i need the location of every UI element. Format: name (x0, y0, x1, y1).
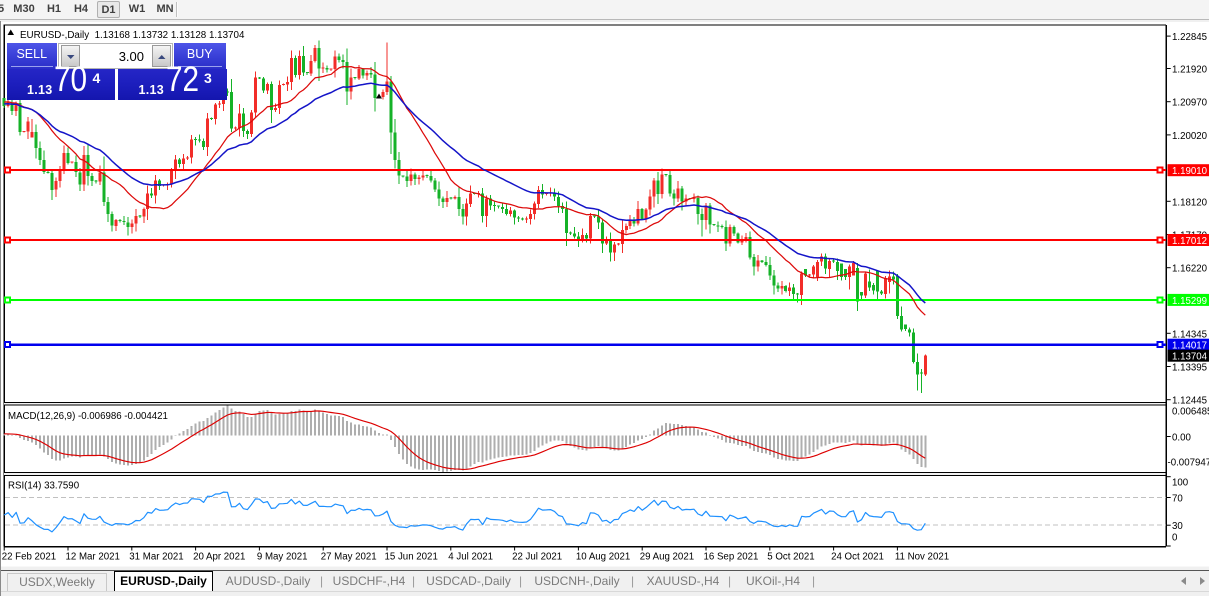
svg-text:1.19010: 1.19010 (1172, 166, 1208, 177)
svg-text:0.00: 0.00 (1172, 433, 1191, 444)
svg-text:9 May 2021: 9 May 2021 (257, 552, 308, 563)
svg-text:1.16220: 1.16220 (1172, 264, 1208, 275)
svg-text:30: 30 (1172, 521, 1183, 532)
svg-text:31 Mar 2021: 31 Mar 2021 (129, 552, 183, 563)
svg-text:1.13395: 1.13395 (1172, 363, 1207, 374)
svg-text:29 Aug 2021: 29 Aug 2021 (640, 552, 694, 563)
svg-text:16 Sep 2021: 16 Sep 2021 (704, 552, 759, 563)
svg-text:1.18120: 1.18120 (1172, 197, 1208, 208)
svg-text:22 Jul 2021: 22 Jul 2021 (512, 552, 562, 563)
svg-text:15 Jun 2021: 15 Jun 2021 (385, 552, 438, 563)
svg-text:24 Oct 2021: 24 Oct 2021 (831, 552, 884, 563)
svg-text:1.12445: 1.12445 (1172, 396, 1207, 407)
svg-text:12 Mar 2021: 12 Mar 2021 (66, 552, 120, 563)
svg-text:20 Apr 2021: 20 Apr 2021 (193, 552, 245, 563)
svg-text:EURUSD-,Daily 1.13168 1.13732: EURUSD-,Daily 1.13168 1.13732 1.13128 1.… (20, 30, 245, 41)
svg-text:1.13704: 1.13704 (1172, 352, 1208, 363)
svg-text:1.15299: 1.15299 (1172, 296, 1207, 307)
svg-text:1.14345: 1.14345 (1172, 329, 1207, 340)
svg-text:11 Nov 2021: 11 Nov 2021 (895, 552, 949, 563)
svg-text:RSI(14) 33.7590: RSI(14) 33.7590 (8, 481, 80, 492)
svg-text:100: 100 (1172, 477, 1189, 488)
svg-text:4 Jul 2021: 4 Jul 2021 (448, 552, 493, 563)
svg-text:MACD(12,26,9) -0.006986 -0.004: MACD(12,26,9) -0.006986 -0.004421 (8, 411, 168, 422)
svg-text:1.20970: 1.20970 (1172, 98, 1208, 109)
svg-text:-0.007947: -0.007947 (1168, 458, 1209, 469)
svg-text:0: 0 (1172, 533, 1178, 544)
svg-text:27 May 2021: 27 May 2021 (321, 552, 377, 563)
svg-text:22 Feb 2021: 22 Feb 2021 (2, 552, 56, 563)
svg-text:1.20020: 1.20020 (1172, 131, 1208, 142)
svg-text:1.17012: 1.17012 (1172, 236, 1207, 247)
svg-text:1.21920: 1.21920 (1172, 65, 1208, 76)
svg-text:10 Aug 2021: 10 Aug 2021 (576, 552, 630, 563)
svg-text:70: 70 (1172, 494, 1183, 505)
svg-text:1.22845: 1.22845 (1172, 32, 1207, 43)
svg-text:5 Oct 2021: 5 Oct 2021 (767, 552, 814, 563)
svg-text:0.006485: 0.006485 (1172, 407, 1209, 418)
svg-text:1.14017: 1.14017 (1172, 341, 1207, 352)
